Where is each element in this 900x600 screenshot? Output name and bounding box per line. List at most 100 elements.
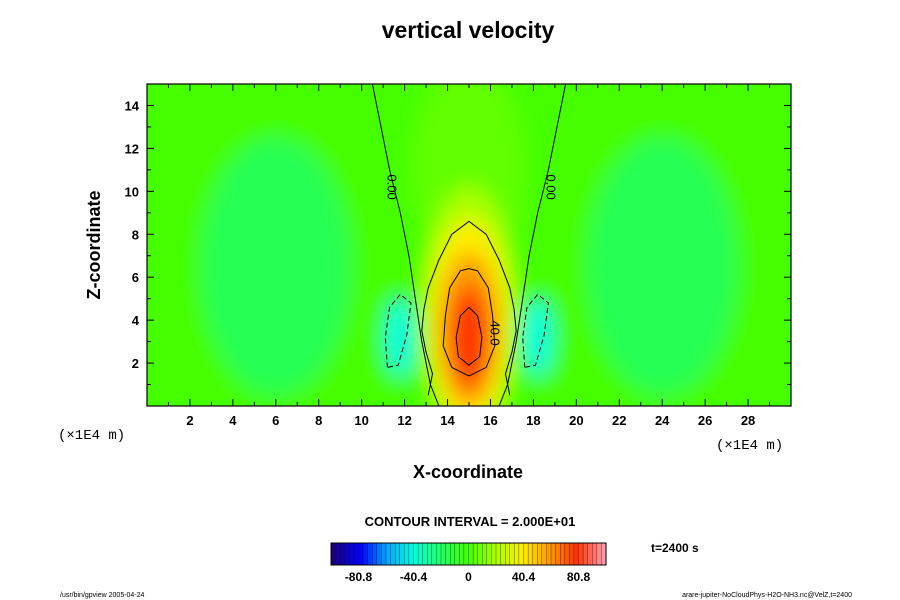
y-tick-label: 4 <box>132 313 140 328</box>
colorbar-cell <box>592 542 598 566</box>
colorbar-frame <box>330 542 607 566</box>
colorbar-cell <box>335 542 341 566</box>
colorbar-cell <box>564 542 570 566</box>
colorbar-cell <box>537 542 543 566</box>
colorbar-cell <box>587 542 593 566</box>
colorbar-cell <box>376 542 382 566</box>
footer-right: arare-jupiter-NoCloudPhys-H2O-NH3.nc@Vel… <box>682 592 852 599</box>
field-lobe <box>587 137 738 396</box>
colorbar-cell <box>459 542 465 566</box>
x-tick-label: 6 <box>272 413 279 428</box>
colorbar-tick-label: 0 <box>465 570 472 584</box>
x-tick-label: 26 <box>698 413 712 428</box>
time-label: t=2400 s <box>651 541 699 555</box>
colorbar-cell <box>477 542 483 566</box>
x-tick-label: 28 <box>741 413 755 428</box>
colorbar-cell <box>390 542 396 566</box>
x-tick-label: 24 <box>655 413 670 428</box>
colorbar-cell <box>468 542 474 566</box>
colorbar-cell <box>541 542 547 566</box>
colorbar-cell <box>404 542 410 566</box>
x-tick-label: 8 <box>315 413 322 428</box>
contour-negative <box>384 293 412 368</box>
footer-left: /usr/bin/gpview 2005-04-24 <box>60 592 145 599</box>
colorbar-cell <box>518 542 524 566</box>
colorbar-cell <box>440 542 447 566</box>
x-tick-label: 22 <box>612 413 626 428</box>
colorbar-cell <box>509 542 515 566</box>
colorbar-cell <box>340 542 346 566</box>
downdraft-blob <box>522 298 553 376</box>
colorbar <box>330 542 607 566</box>
colorbar-cell <box>417 542 424 566</box>
colorbar-cell <box>560 542 566 566</box>
colorbar-cell <box>454 542 460 566</box>
y-unit-label: (×1E4 m) <box>58 428 125 444</box>
colorbar-cell <box>344 542 350 566</box>
colorbar-cell <box>395 542 401 566</box>
colorbar-cell <box>573 542 579 566</box>
colorbar-cell <box>514 542 520 566</box>
contour-lines <box>371 84 567 406</box>
y-tick-label: 2 <box>132 356 139 371</box>
colorbar-cell <box>486 542 492 566</box>
contour-label: 0.00 <box>543 174 558 199</box>
colorbar-cell <box>495 542 502 566</box>
x-unit-label: (×1E4 m) <box>716 438 783 454</box>
colorbar-cell <box>491 542 497 566</box>
y-axis: 2 4 6 8 10 12 14 <box>125 98 791 386</box>
colorbar-cell <box>385 542 392 566</box>
x-axis-label: X-coordinate <box>413 462 523 482</box>
colorbar-cell <box>353 542 359 566</box>
colorbar-cell <box>546 542 552 566</box>
colorbar-cell <box>436 542 442 566</box>
colorbar-cell <box>505 542 511 566</box>
colorbar-ticks: -80.8 -40.4 0 40.4 80.8 <box>345 570 591 584</box>
plot-area: 0.00 0.00 40.0 <box>147 84 791 406</box>
x-tick-label: 18 <box>526 413 540 428</box>
colorbar-cell <box>408 542 414 566</box>
contour-zero-left <box>371 84 440 406</box>
colorbar-cell <box>413 542 419 566</box>
x-tick-label: 20 <box>569 413 583 428</box>
colorbar-cell <box>523 542 529 566</box>
colorbar-cell <box>381 542 387 566</box>
x-tick-label: 16 <box>483 413 497 428</box>
downdraft-blob <box>385 298 416 376</box>
updraft-blob <box>449 285 489 389</box>
x-tick-label: 10 <box>354 413 368 428</box>
y-axis-label: Z-coordinate <box>84 190 104 299</box>
colorbar-cell <box>362 542 369 566</box>
contour-label: 40.0 <box>487 320 502 345</box>
colorbar-cell <box>349 542 355 566</box>
contour-40 <box>442 268 496 377</box>
colorbar-cell <box>450 542 456 566</box>
y-tick-label: 14 <box>125 98 140 113</box>
field-lobe <box>200 137 351 396</box>
colorbar-tick-label: -40.4 <box>400 570 428 584</box>
colorbar-cell <box>330 542 337 566</box>
colorbar-cell <box>472 542 479 566</box>
y-tick-label: 12 <box>125 141 139 156</box>
colorbar-cell <box>582 542 589 566</box>
colorbar-cell <box>427 542 433 566</box>
colorbar-cell <box>500 542 506 566</box>
colorbar-cell <box>463 542 469 566</box>
color-field <box>147 84 791 406</box>
y-tick-label: 6 <box>132 270 139 285</box>
x-tick-label: 2 <box>186 413 193 428</box>
colorbar-cell <box>550 542 557 566</box>
colorbar-cell <box>445 542 451 566</box>
contour-60 <box>455 306 483 366</box>
colorbar-cell <box>482 542 488 566</box>
x-tick-label: 14 <box>440 413 455 428</box>
colorbar-cell <box>555 542 561 566</box>
x-tick-label: 4 <box>229 413 237 428</box>
colorbar-cell <box>358 542 364 566</box>
x-axis: 2 4 6 8 10 12 14 16 18 20 22 24 26 28 <box>167 84 771 428</box>
colorbar-cell <box>596 542 602 566</box>
contour-interval-label: CONTOUR INTERVAL = 2.000E+01 <box>365 514 576 529</box>
y-tick-label: 10 <box>125 184 139 199</box>
colorbar-cell <box>431 542 437 566</box>
